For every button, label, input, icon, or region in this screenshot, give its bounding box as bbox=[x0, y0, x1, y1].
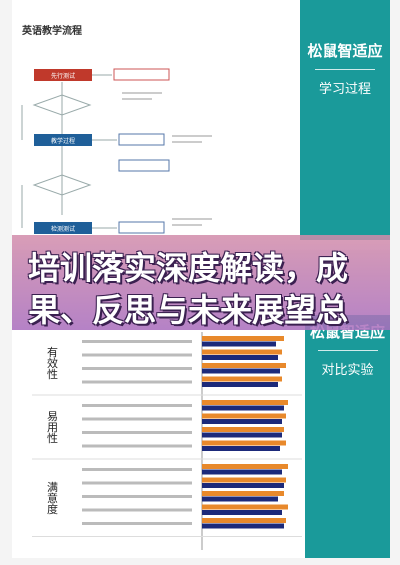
bar bbox=[202, 427, 284, 432]
group-label: 满意度 bbox=[46, 481, 59, 515]
group-label: 易用性 bbox=[46, 410, 59, 444]
divider bbox=[315, 69, 375, 70]
label-placeholder bbox=[82, 380, 192, 384]
label-placeholder bbox=[82, 417, 192, 421]
bar bbox=[202, 469, 282, 475]
bar bbox=[202, 477, 286, 483]
bar bbox=[202, 491, 284, 496]
bar bbox=[202, 336, 284, 341]
bar bbox=[202, 382, 278, 387]
bar bbox=[202, 432, 282, 438]
bar bbox=[202, 376, 282, 382]
node-label: 先行测试 bbox=[51, 72, 75, 80]
label-placeholder bbox=[82, 340, 192, 343]
divider bbox=[317, 350, 378, 351]
label-placeholder bbox=[82, 353, 192, 357]
headline-banner bbox=[12, 235, 390, 330]
bar bbox=[202, 349, 282, 355]
label-placeholder bbox=[82, 468, 192, 471]
group-label: 有效性 bbox=[46, 345, 59, 380]
bar bbox=[202, 504, 288, 510]
panel-subtitle: 学习过程 bbox=[318, 82, 371, 97]
label-placeholder bbox=[82, 444, 192, 448]
node-label: 检测测试 bbox=[51, 225, 75, 233]
bar bbox=[202, 446, 280, 451]
panel-subtitle: 对比实验 bbox=[321, 363, 374, 378]
bar bbox=[202, 510, 282, 515]
bar bbox=[202, 341, 276, 347]
bar bbox=[202, 523, 284, 529]
node-label: 教学过程 bbox=[51, 137, 75, 145]
bar bbox=[202, 400, 288, 405]
bar bbox=[202, 518, 286, 523]
label-placeholder bbox=[82, 431, 192, 434]
bar bbox=[202, 496, 278, 502]
bar bbox=[202, 464, 288, 469]
bar bbox=[202, 440, 286, 446]
flowchart: 先行测试 教学过程 检测测试 bbox=[21, 68, 212, 234]
flowchart-title: 英语教学流程 bbox=[22, 26, 82, 37]
bar bbox=[202, 419, 282, 424]
bar bbox=[202, 413, 286, 419]
bar bbox=[202, 368, 280, 374]
headline: 培训落实深度解读，成果、反思与未来展望总 bbox=[28, 249, 349, 329]
brand: 松鼠智适应 bbox=[307, 42, 383, 60]
bar bbox=[202, 405, 284, 411]
bar bbox=[202, 363, 286, 368]
label-placeholder bbox=[82, 404, 192, 407]
bar bbox=[202, 483, 284, 488]
label-placeholder bbox=[82, 522, 192, 525]
bottom-panel: 松鼠智适应 对比实验 bbox=[305, 315, 390, 558]
bar bbox=[202, 355, 278, 360]
label-placeholder bbox=[82, 495, 192, 498]
label-placeholder bbox=[82, 367, 192, 370]
label-placeholder bbox=[82, 481, 192, 485]
label-placeholder bbox=[82, 508, 192, 512]
top-panel: 松鼠智适应 学习过程 bbox=[300, 0, 390, 240]
